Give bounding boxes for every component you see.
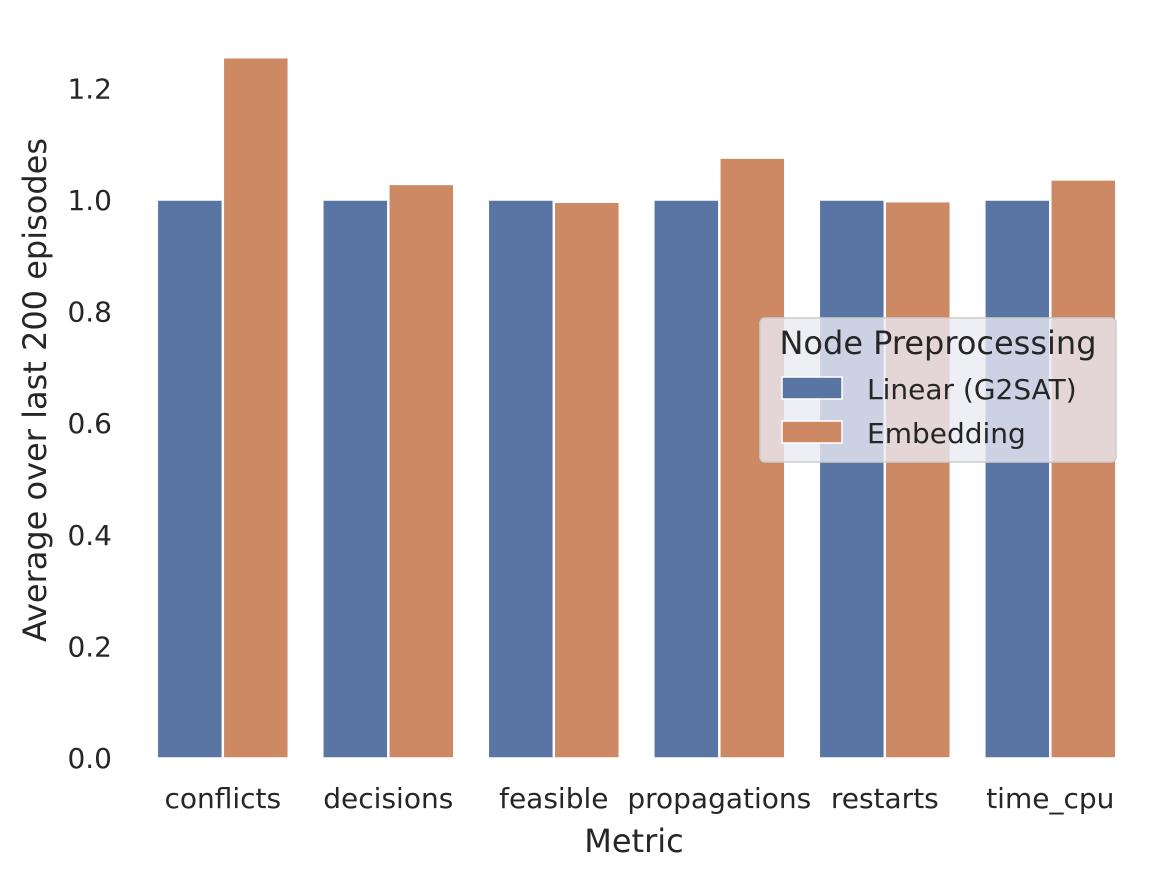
bar-feasible-embedding [553, 201, 621, 759]
x-tick-label-decisions: decisions [323, 782, 453, 815]
bar-conflicts-embedding [222, 56, 290, 759]
bars-group [156, 56, 1117, 759]
bar-decisions-linear [322, 199, 389, 759]
bar-conflicts-linear [156, 199, 224, 759]
legend-label-linear: Linear (G2SAT) [867, 373, 1077, 406]
y-tick-label: 0.4 [67, 519, 112, 552]
y-tick-labels: 0.0 0.2 0.4 0.6 0.8 1.0 1.2 [67, 72, 112, 775]
y-tick-label: 0.2 [67, 630, 112, 663]
y-tick-label: 0.0 [67, 742, 112, 775]
bar-restarts-embedding [884, 200, 952, 759]
legend-label-embedding: Embedding [867, 417, 1026, 450]
y-tick-label: 0.8 [67, 296, 112, 329]
legend-title: Node Preprocessing [779, 324, 1096, 362]
y-axis-title: Average over last 200 episodes [16, 138, 54, 642]
bar-propagations-linear [653, 199, 720, 759]
x-tick-label-feasible: feasible [499, 782, 608, 815]
x-tick-labels: conflicts decisions feasible propagations re… [164, 782, 1114, 815]
bar-time_cpu-embedding [1050, 179, 1117, 759]
legend: Node Preprocessing Linear (G2SAT) Embedd… [759, 317, 1117, 463]
bar-feasible-linear [487, 199, 555, 759]
x-tick-label-time_cpu: time_cpu [986, 782, 1114, 815]
y-tick-label: 1.2 [67, 72, 112, 105]
x-axis-title: Metric [584, 822, 683, 860]
legend-swatch-embedding [781, 420, 843, 444]
x-tick-label-conflicts: conflicts [164, 782, 281, 815]
bar-time_cpu-linear [984, 199, 1051, 759]
bar-decisions-embedding [388, 183, 455, 759]
legend-swatch-linear [781, 376, 843, 400]
x-tick-label-propagations: propagations [627, 782, 811, 815]
x-tick-label-restarts: restarts [831, 782, 939, 815]
y-tick-label: 1.0 [67, 184, 112, 217]
bar-restarts-linear [818, 199, 886, 759]
y-tick-label: 0.6 [67, 407, 112, 440]
legend-box [759, 317, 1117, 463]
